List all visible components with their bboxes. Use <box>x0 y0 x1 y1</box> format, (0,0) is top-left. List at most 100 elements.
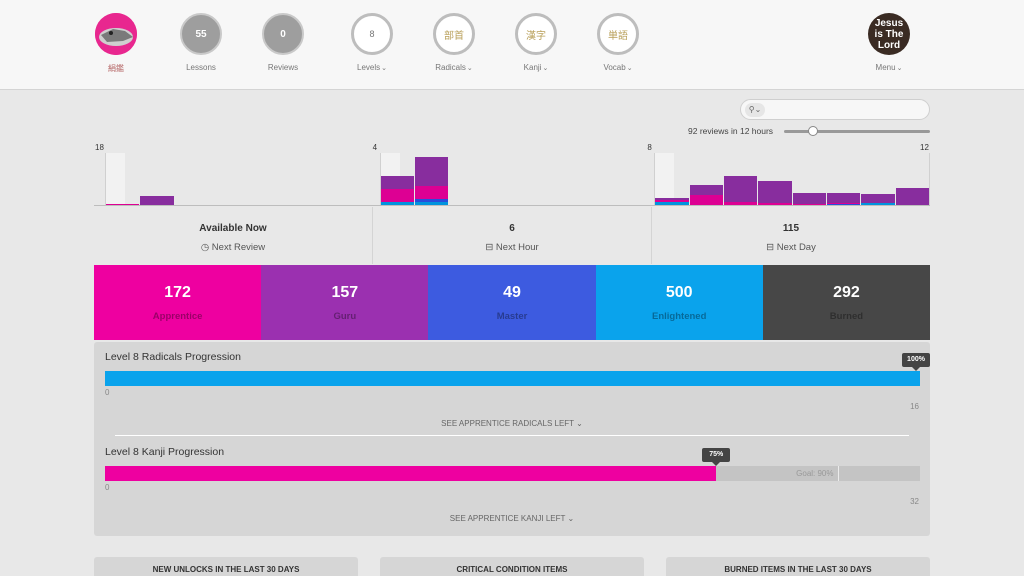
chart-bar-enlightened <box>380 201 414 205</box>
chart-bar-enlightened <box>415 201 449 205</box>
forecast-next-hour[interactable]: 6 ⊟ Next Hour <box>373 207 652 264</box>
radicals-label[interactable]: Radicals <box>435 63 466 72</box>
menu-avatar[interactable]: Jesus is The Lord <box>868 13 910 55</box>
srs-stage-name: Apprentice <box>152 311 203 322</box>
chart-bar-master <box>415 199 449 202</box>
srs-apprentice[interactable]: 172 Apprentice <box>94 265 262 340</box>
chart-bar-guru <box>758 181 792 203</box>
see-apprentice-radicals-link[interactable]: SEE APPRENTICE RADICALS LEFT ⌄ <box>94 419 930 428</box>
srs-count: 292 <box>833 284 860 301</box>
forecast-label: Next Review <box>211 242 266 253</box>
forecast-hours-slider[interactable] <box>784 126 930 136</box>
new-unlocks-card[interactable]: NEW UNLOCKS IN THE LAST 30 DAYS <box>94 557 358 576</box>
search-icon[interactable]: ⚲⌄ <box>745 103 765 117</box>
srs-master[interactable]: 49 Master <box>428 265 596 340</box>
chart-bar-guru <box>792 192 826 205</box>
kanji-label[interactable]: Kanji <box>523 63 542 72</box>
srs-count: 500 <box>665 284 693 301</box>
chart-bar-enlightened <box>655 202 689 205</box>
chart-bar-guru <box>655 198 689 201</box>
chart-bar-guru <box>689 184 723 195</box>
nav-levels[interactable]: 8 Levels⌄ <box>342 13 402 72</box>
nav-vocab[interactable]: 単語 Vocab⌄ <box>588 13 648 72</box>
chevron-down-icon: ⌄ <box>567 514 575 523</box>
nav-reviews[interactable]: 0 Reviews <box>253 13 313 72</box>
chart-bar-enlightened <box>861 202 895 205</box>
radicals-circle[interactable]: 部首 <box>433 13 475 55</box>
srs-stage-name: Guru <box>333 311 357 322</box>
inbox-icon: ⊟ <box>485 242 494 253</box>
levels-circle[interactable]: 8 <box>351 13 393 55</box>
nav-lessons[interactable]: 55 Lessons <box>171 13 231 72</box>
chart-bar-guru <box>415 157 449 187</box>
kanji-progress-fill <box>105 466 717 481</box>
critical-items-card[interactable]: CRITICAL CONDITION ITEMS <box>380 557 644 576</box>
srs-burned[interactable]: 292 Burned <box>762 265 931 340</box>
chart-bar-guru <box>895 187 929 205</box>
chart-bar-guru <box>724 176 758 203</box>
radicals-progress-bar <box>105 371 920 386</box>
search-bar[interactable]: ⚲⌄ <box>740 99 930 120</box>
srs-count: 172 <box>164 284 191 301</box>
srs-count: 49 <box>503 284 521 301</box>
menu-label[interactable]: Menu <box>875 63 896 72</box>
chevron-down-icon: ⌄ <box>542 65 549 72</box>
vocab-label[interactable]: Vocab <box>603 63 626 72</box>
forecast-value: Available Now <box>199 223 267 234</box>
review-forecast-summary: 92 reviews in 12 hours <box>688 126 774 136</box>
link-label: SEE APPRENTICE KANJI LEFT <box>449 514 566 523</box>
forecast-next-review[interactable]: Available Now ◷ Next Review <box>94 207 373 264</box>
lessons-count-badge[interactable]: 55 <box>180 13 222 55</box>
chevron-down-icon: ⌄ <box>576 419 583 428</box>
review-forecast-summary-row: Available Now ◷ Next Review 6 ⊟ Next Hou… <box>94 207 930 264</box>
kanji-percent-marker: 75% <box>702 448 731 466</box>
see-apprentice-kanji-link[interactable]: SEE APPRENTICE KANJI LEFT ⌄ <box>94 514 930 523</box>
chart-gridline <box>105 153 106 205</box>
chart-gridline <box>654 153 656 205</box>
chart-hour-shade <box>655 153 675 205</box>
chevron-down-icon: ⌄ <box>466 65 473 72</box>
top-navigation: 絹鑑 55 Lessons 0 Reviews 8 Levels⌄ 部首 Rad… <box>0 0 1024 90</box>
chart-tick-label: 8 <box>647 143 652 152</box>
reviews-count-badge[interactable]: 0 <box>262 13 304 55</box>
chart-gridline <box>379 153 381 205</box>
chart-bar-apprentice <box>655 200 689 203</box>
srs-count: 157 <box>331 284 359 301</box>
chart-bar-guru <box>380 175 414 189</box>
chart-gridline <box>929 153 930 205</box>
chart-tick-label: 12 <box>920 143 929 152</box>
level-progress-panel: Level 8 Radicals Progression 100% 0 16 S… <box>94 342 930 536</box>
user-avatar[interactable] <box>95 13 137 55</box>
slider-knob[interactable] <box>808 126 819 136</box>
nav-menu[interactable]: Jesus is The Lord Menu⌄ <box>859 13 919 72</box>
forecast-label: Next Day <box>776 242 816 253</box>
srs-stage-name: Master <box>496 311 528 322</box>
user-name: 絹鑑 <box>108 64 124 73</box>
chart-bar-guru <box>140 195 174 205</box>
kanji-min: 0 <box>105 483 110 492</box>
srs-guru[interactable]: 157 Guru <box>261 265 429 340</box>
chart-bar-guru <box>827 193 861 204</box>
nav-user[interactable]: 絹鑑 <box>86 13 146 74</box>
chevron-down-icon: ⌄ <box>896 65 903 72</box>
radicals-min: 0 <box>105 388 110 397</box>
vocab-circle[interactable]: 単語 <box>597 13 639 55</box>
nav-kanji[interactable]: 漢字 Kanji⌄ <box>506 13 566 72</box>
nav-radicals[interactable]: 部首 Radicals⌄ <box>424 13 484 72</box>
chart-bar-guru <box>861 194 895 203</box>
chart-bar-master <box>827 204 861 205</box>
levels-label[interactable]: Levels <box>357 63 381 72</box>
lessons-label: Lessons <box>186 63 216 72</box>
chart-bar-apprentice <box>415 186 449 200</box>
srs-enlightened[interactable]: 500 Enlightened <box>595 265 763 340</box>
radicals-progress-fill <box>105 371 920 386</box>
inbox-icon: ⊟ <box>766 242 775 253</box>
divider <box>115 435 909 436</box>
forecast-next-day[interactable]: 115 ⊟ Next Day <box>652 207 930 264</box>
chart-bar-apprentice <box>380 188 414 202</box>
clock-icon: ◷ <box>200 242 210 253</box>
chart-bar-apprentice <box>106 204 140 205</box>
chevron-down-icon: ⌄ <box>381 65 387 72</box>
kanji-circle[interactable]: 漢字 <box>515 13 557 55</box>
burned-items-card[interactable]: BURNED ITEMS IN THE LAST 30 DAYS <box>666 557 930 576</box>
